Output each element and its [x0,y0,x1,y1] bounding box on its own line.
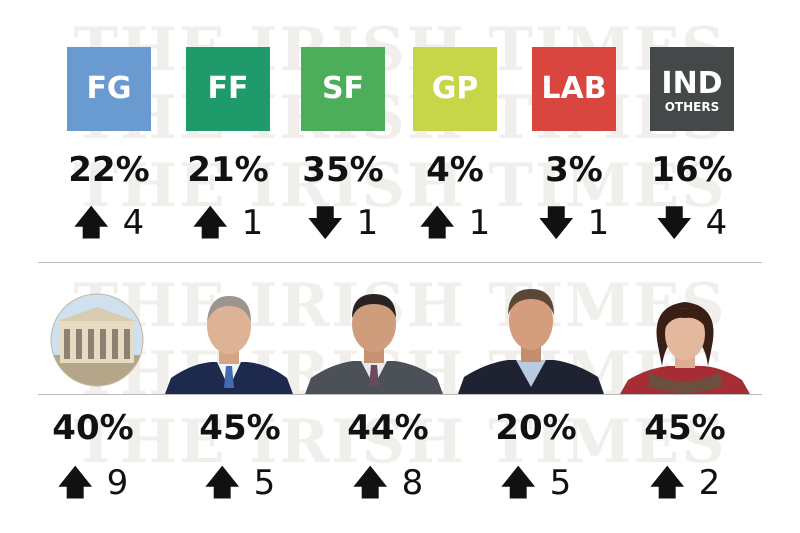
party-abbr: SF [321,71,365,106]
leader-portrait-icon [165,296,293,394]
change-value: 2 [698,463,721,503]
party-badge-sf: SF [301,47,385,131]
leader-pct: 45% [199,408,281,448]
party-change: 🡅 1 [395,203,515,243]
party-badge-fg: FG [67,47,151,131]
party-pct: 21% [187,150,269,190]
leader-pct: 40% [52,408,134,448]
watermark-row: THE IRISH TIMES [73,15,727,85]
change-value: 5 [549,463,572,503]
party-abbr: FF [207,71,249,106]
arrow-up-icon: 🡅 [649,463,685,503]
party-badge-ind: IND OTHERS [650,47,734,131]
arrow-up-icon: 🡅 [73,203,109,243]
arrow-up-icon: 🡅 [500,463,536,503]
party-abbr: LAB [541,71,607,106]
arrow-down-icon: 🡇 [538,203,574,243]
leader-portrait-icon [305,294,443,394]
arrow-down-icon: 🡇 [307,203,343,243]
party-pct: 16% [651,150,733,190]
party-badge-gp: GP [413,47,497,131]
change-value: 4 [705,203,728,243]
leader-pct: 44% [347,408,429,448]
change-value: 1 [468,203,491,243]
party-sub: OTHERS [664,100,720,114]
arrow-down-icon: 🡇 [656,203,692,243]
change-value: 1 [241,203,264,243]
arrow-up-icon: 🡅 [352,463,388,503]
change-value: 1 [587,203,610,243]
leader-change: 🡅 8 [328,463,448,503]
party-change: 🡅 4 [49,203,169,243]
arrow-up-icon: 🡅 [192,203,228,243]
party-badge-lab: LAB [532,47,616,131]
leader-pct: 45% [644,408,726,448]
party-pct: 22% [68,150,150,190]
party-pct: 4% [426,150,484,190]
leader-portrait-icon [458,289,604,394]
party-change: 🡇 1 [514,203,634,243]
party-abbr: FG [86,71,132,106]
arrow-up-icon: 🡅 [57,463,93,503]
government-buildings-icon [50,293,144,387]
leader-change: 🡅 9 [33,463,153,503]
watermark-row: THE IRISH TIMES [73,271,727,341]
arrow-up-icon: 🡅 [419,203,455,243]
leader-change: 🡅 5 [476,463,596,503]
watermark-row: THE IRISH TIMES [73,407,727,477]
watermark-row: THE IRISH TIMES [73,151,727,221]
party-badge-ff: FF [186,47,270,131]
party-change: 🡅 1 [168,203,288,243]
arrow-up-icon: 🡅 [204,463,240,503]
change-value: 8 [401,463,424,503]
party-abbr: IND [661,66,723,101]
party-pct: 35% [302,150,384,190]
portrait-baseline [38,394,762,395]
party-change: 🡇 1 [283,203,403,243]
leader-change: 🡅 5 [180,463,300,503]
change-value: 1 [356,203,379,243]
section-divider [38,262,762,263]
change-value: 5 [253,463,276,503]
leader-portrait-icon [620,302,750,394]
change-value: 4 [122,203,145,243]
party-change: 🡇 4 [632,203,752,243]
watermark-row: THE IRISH TIMES [73,83,727,153]
change-value: 9 [106,463,129,503]
leader-change: 🡅 2 [625,463,745,503]
party-pct: 3% [545,150,603,190]
party-abbr: GP [431,71,479,106]
leader-pct: 20% [495,408,577,448]
